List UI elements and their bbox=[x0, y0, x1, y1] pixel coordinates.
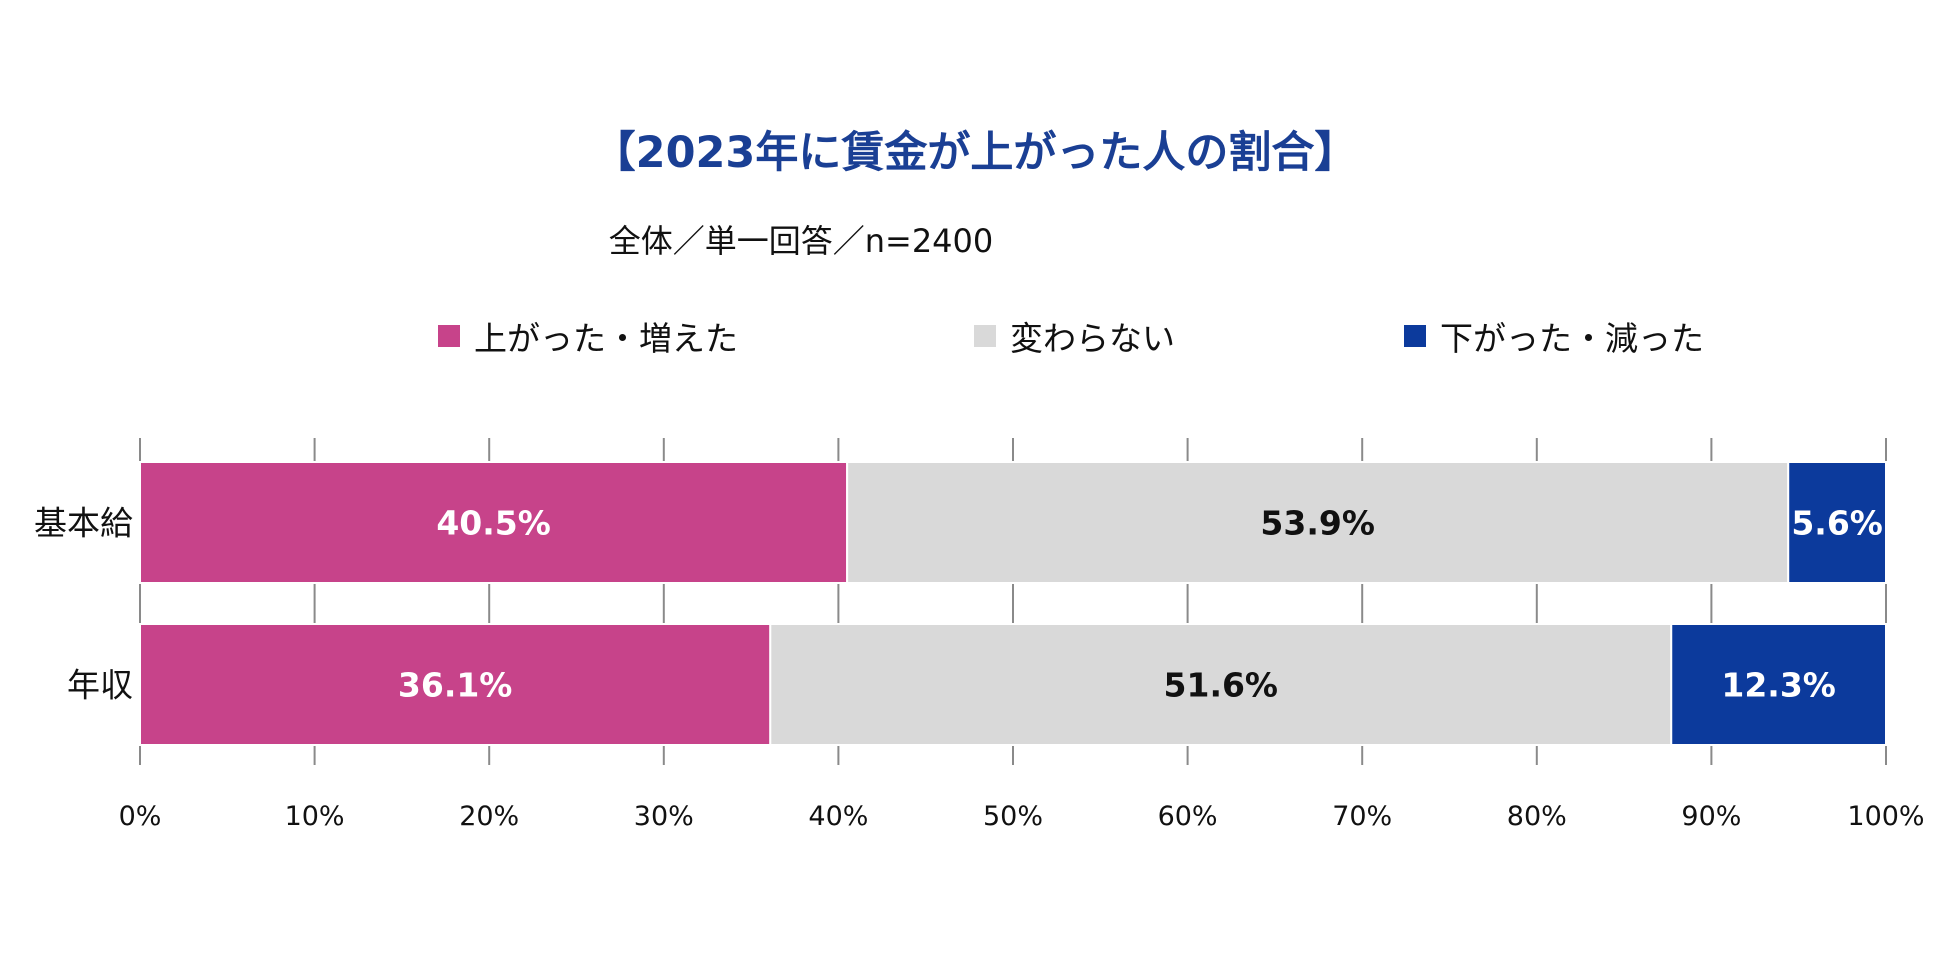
bar-segment-1-1 bbox=[769, 623, 1673, 746]
x-tick-label-10: 10% bbox=[285, 801, 345, 832]
legend-swatch-unchanged bbox=[974, 325, 996, 347]
x-tick-label-100: 100% bbox=[1847, 801, 1924, 832]
category-label-0: 基本給 bbox=[34, 504, 133, 543]
x-tick-label-20: 20% bbox=[459, 801, 519, 832]
x-tick-label-60: 60% bbox=[1158, 801, 1218, 832]
bar-segment-1-2 bbox=[1670, 623, 1887, 746]
category-label-1: 年収 bbox=[67, 666, 133, 705]
bar-value-label-0-1: 53.9% bbox=[1260, 504, 1375, 543]
legend: 上がった・増えた 変わらない 下がった・減った bbox=[0, 312, 1950, 362]
chart-subtitle: 全体／単一回答／n=2400 bbox=[608, 222, 994, 260]
legend-label-increased: 上がった・増えた bbox=[474, 319, 738, 358]
x-tick-label-90: 90% bbox=[1681, 801, 1741, 832]
bar-segment-1-0 bbox=[139, 623, 772, 746]
legend-item-increased: 上がった・増えた bbox=[438, 312, 738, 360]
bar-segment-0-0 bbox=[139, 461, 849, 584]
bar-value-label-1-1: 51.6% bbox=[1164, 666, 1279, 705]
x-tick-label-0: 0% bbox=[119, 801, 162, 832]
x-tick-label-80: 80% bbox=[1507, 801, 1567, 832]
legend-item-unchanged: 変わらない bbox=[974, 312, 1175, 360]
bar-value-label-1-2: 12.3% bbox=[1721, 666, 1836, 705]
bar-value-label-1-0: 36.1% bbox=[398, 666, 513, 705]
bar-value-label-0-2: 5.6% bbox=[1791, 504, 1883, 543]
legend-label-unchanged: 変わらない bbox=[1010, 319, 1175, 358]
bar-value-label-0-0: 40.5% bbox=[436, 504, 551, 543]
legend-item-decreased: 下がった・減った bbox=[1404, 312, 1704, 360]
x-tick-label-40: 40% bbox=[808, 801, 868, 832]
chart-title: 【2023年に賃金が上がった人の割合】 bbox=[592, 128, 1358, 178]
x-tick-label-50: 50% bbox=[983, 801, 1043, 832]
x-tick-label-30: 30% bbox=[634, 801, 694, 832]
x-tick-label-70: 70% bbox=[1332, 801, 1392, 832]
legend-swatch-increased bbox=[438, 325, 460, 347]
legend-swatch-decreased bbox=[1404, 325, 1426, 347]
bar-segment-0-2 bbox=[1787, 461, 1887, 584]
legend-label-decreased: 下がった・減った bbox=[1440, 319, 1704, 358]
